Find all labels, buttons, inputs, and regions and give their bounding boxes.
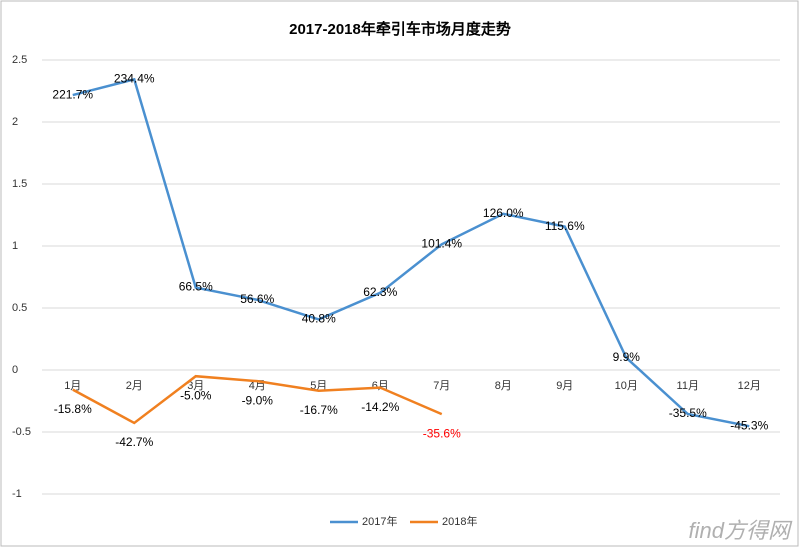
value-label: 66.5% <box>179 280 213 294</box>
y-tick-label: 2 <box>12 116 18 128</box>
y-tick-label: 1.5 <box>12 178 27 190</box>
y-tick-label: -1 <box>12 488 22 500</box>
value-label: -45.3% <box>730 418 768 432</box>
value-label: -14.2% <box>361 400 399 414</box>
x-tick-label: 11月 <box>677 380 699 392</box>
value-label: -35.5% <box>669 406 707 420</box>
y-tick-label: 0 <box>12 364 18 376</box>
y-tick-label: -0.5 <box>12 426 31 438</box>
value-label: 115.6% <box>545 219 585 233</box>
value-label: 101.4% <box>421 236 462 250</box>
watermark: find方得网 <box>689 518 793 543</box>
x-tick-label: 3月 <box>187 380 204 392</box>
value-label: -9.0% <box>242 393 274 407</box>
value-label: -42.7% <box>115 435 153 449</box>
value-label: -15.8% <box>54 402 92 416</box>
value-label: 62.3% <box>363 285 397 299</box>
series-line <box>72 77 750 428</box>
value-label: 40.8% <box>302 312 336 326</box>
x-tick-label: 9月 <box>556 380 573 392</box>
x-tick-label: 1月 <box>64 380 81 392</box>
legend-label: 2018年 <box>442 514 477 528</box>
y-tick-label: 0.5 <box>12 302 27 314</box>
value-label: 234.4% <box>114 72 155 86</box>
x-tick-label: 7月 <box>433 380 450 392</box>
value-label: -16.7% <box>300 403 338 417</box>
value-label: 9.9% <box>613 350 641 364</box>
x-tick-label: 8月 <box>495 380 512 392</box>
x-tick-label: 12月 <box>738 380 761 392</box>
value-label: 126.0% <box>483 206 524 220</box>
x-tick-label: 2月 <box>126 380 143 392</box>
series-line <box>72 374 443 425</box>
chart-title: 2017-2018年牵引车市场月度走势 <box>289 20 511 38</box>
x-tick-label: 10月 <box>615 380 638 392</box>
value-label: -35.6% <box>423 426 461 440</box>
legend-label: 2017年 <box>362 514 397 528</box>
y-tick-label: 1 <box>12 240 18 252</box>
value-label: 56.6% <box>240 292 274 306</box>
y-tick-label: 2.5 <box>12 54 27 66</box>
value-label: -5.0% <box>180 388 212 402</box>
value-label: 221.7% <box>52 87 93 101</box>
